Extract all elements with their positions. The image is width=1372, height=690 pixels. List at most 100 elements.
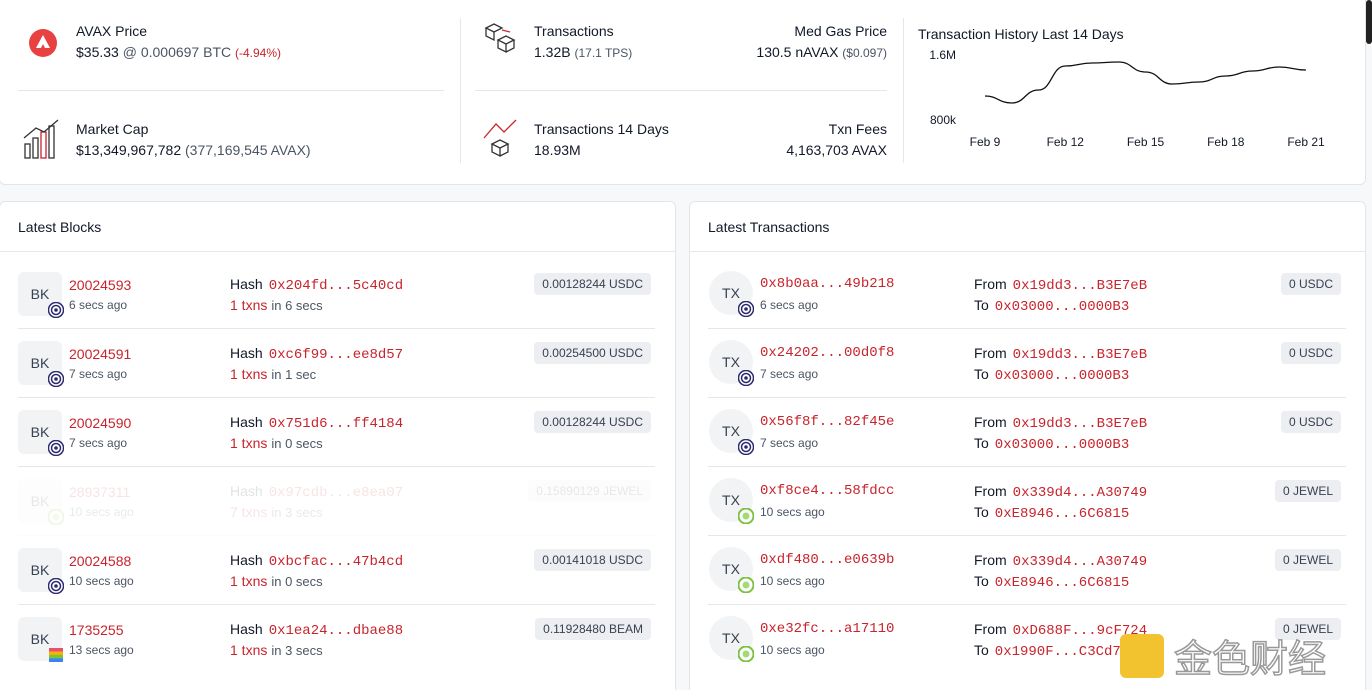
stat-label: AVAX Price [76, 23, 148, 39]
tx-value: 0 USDC [1280, 273, 1341, 295]
market-cap-icon [23, 119, 59, 159]
hash-line: Hash 0x97cdb...e8ea07 [230, 482, 403, 502]
tx-age: 10 secs ago [760, 574, 825, 588]
to-address: 0x03000...0000B3 [994, 299, 1130, 315]
tx-hash: 0xdf480...e0639b [760, 552, 895, 568]
block-hash: 0xc6f99...ee8d57 [268, 347, 404, 363]
chain-icon [738, 646, 754, 662]
block-row: BK 20024590 7 secs ago Hash 0x751d6...ff4184… [0, 398, 675, 467]
txns-line: 1 txns in 0 secs [230, 572, 323, 591]
market-cap: $13,349,967,782 [76, 142, 182, 158]
history-line [984, 61, 1307, 104]
chart-title: Transaction History Last 14 Days [918, 26, 1124, 42]
tx-badge: TX [709, 340, 753, 384]
x-tick-label: Feb 12 [1047, 135, 1085, 149]
txns-line: 1 txns in 0 secs [230, 434, 323, 453]
tx-row: TX 0x8b0aa...49b218 6 secs ago From 0x19dd3.… [0, 260, 1366, 329]
txns: 1 txns [230, 366, 268, 382]
to-address: 0xE8946...6C6815 [994, 506, 1130, 522]
y-tick-label: 800k [930, 113, 957, 127]
stat-label: Transactions [534, 23, 614, 39]
tx-hash: 0x24202...00d0f8 [760, 345, 895, 361]
chain-icon [738, 439, 754, 455]
txns-line: 1 txns in 6 secs [230, 296, 323, 315]
chain-icon [738, 301, 754, 317]
from-address: 0x339d4...A30749 [1012, 554, 1148, 570]
row-divider [708, 604, 1346, 605]
gas-usd: ($0.097) [842, 46, 887, 60]
block-hash: 0x204fd...5c40cd [268, 278, 404, 294]
block-number: 1735255 [69, 622, 124, 638]
row-divider [708, 397, 1346, 398]
hash-line: Hash 0x204fd...5c40cd [230, 275, 403, 295]
tx-value: 0 JEWEL [1274, 480, 1341, 502]
tx-row: TX 0xdf480...e0639b 10 secs ago From 0x339d4… [0, 536, 1366, 605]
chain-icon [49, 648, 63, 662]
from-line: From 0x19dd3...B3E7eB [974, 344, 1147, 364]
x-tick-label: Feb 9 [970, 135, 1001, 149]
x-tick-label: Feb 21 [1287, 135, 1325, 149]
block-hash: 0xbcfac...47b4cd [268, 554, 404, 570]
row-divider [708, 328, 1346, 329]
to-line: To 0xE8946...6C6815 [974, 572, 1129, 592]
block-age: 10 secs ago [69, 505, 134, 519]
txns: 1 txns [230, 297, 268, 313]
block-fee: 0.15890129 JEWEL [528, 480, 651, 502]
to-line: To 0x03000...0000B3 [974, 434, 1129, 454]
hash-label: Hash [230, 414, 263, 430]
row-divider [708, 535, 1346, 536]
tx-hash: 0x8b0aa...49b218 [760, 276, 895, 292]
block-badge: BK [18, 479, 62, 523]
stats-card [0, 0, 1366, 185]
btc-price: @ 0.000697 BTC [122, 44, 232, 60]
divider [18, 90, 444, 91]
chain-icon [48, 509, 64, 525]
tx-hash: 0x56f8f...82f45e [760, 414, 895, 430]
stat-value: 4,163,703 AVAX [786, 142, 887, 158]
from-label: From [974, 552, 1007, 568]
to-address: 0x03000...0000B3 [994, 437, 1130, 453]
stat-value: $35.33 @ 0.000697 BTC (-4.94%) [76, 43, 281, 62]
tx-hash: 0xe32fc...a17110 [760, 621, 895, 637]
to-address: 0x1990F...C3Cd7 [994, 644, 1121, 660]
block-fee: 0.00254500 USDC [534, 342, 651, 364]
hash-label: Hash [230, 552, 263, 568]
avax-icon [29, 29, 57, 57]
divider [903, 18, 904, 163]
to-line: To 0x03000...0000B3 [974, 365, 1129, 385]
from-address: 0x339d4...A30749 [1012, 485, 1148, 501]
block-row: BK 20024588 10 secs ago Hash 0xbcfac...47b4c… [0, 536, 675, 605]
txns-line: 7 txns in 3 secs [230, 503, 323, 522]
to-label: To [974, 573, 989, 589]
watermark-text: 金色财经 [1173, 636, 1327, 682]
tx-row: TX 0xe32fc...a17110 10 secs ago From 0xD688F… [0, 605, 1366, 674]
hash-line: Hash 0x1ea24...dbae88 [230, 620, 403, 640]
hash-line: Hash 0x751d6...ff4184 [230, 413, 403, 433]
block-number: 20024590 [69, 415, 132, 431]
stat-value: $13,349,967,782 (377,169,545 AVAX) [76, 141, 311, 159]
row-divider [18, 328, 655, 329]
from-address: 0x19dd3...B3E7eB [1012, 416, 1148, 432]
chain-icon [48, 302, 64, 318]
duration: in 1 sec [271, 367, 317, 382]
stat-value: 18.93M [534, 142, 581, 158]
stat-label: Med Gas Price [794, 23, 887, 39]
txns: 1 txns [230, 573, 268, 589]
stat-label: Transactions 14 Days [534, 121, 669, 137]
stat-value: 1.32B (17.1 TPS) [534, 43, 632, 62]
tx-age: 6 secs ago [760, 298, 819, 312]
hash-line: Hash 0xc6f99...ee8d57 [230, 344, 403, 364]
watermark: 金色财经 [1120, 628, 1327, 683]
txns: 1 txns [230, 642, 268, 658]
from-line: From 0x19dd3...B3E7eB [974, 413, 1147, 433]
duration: in 0 secs [271, 574, 323, 589]
block-row: BK 28937311 10 secs ago Hash 0x97cdb...e8ea0… [0, 467, 675, 536]
row-divider [18, 397, 655, 398]
to-line: To 0xE8946...6C6815 [974, 503, 1129, 523]
tx-age: 10 secs ago [760, 505, 825, 519]
chain-icon [738, 577, 754, 593]
from-line: From 0x339d4...A30749 [974, 482, 1147, 502]
to-label: To [974, 504, 989, 520]
block-row: BK 1735255 13 secs ago Hash 0x1ea24...dbae88… [0, 605, 675, 674]
block-hash: 0x97cdb...e8ea07 [268, 485, 404, 501]
